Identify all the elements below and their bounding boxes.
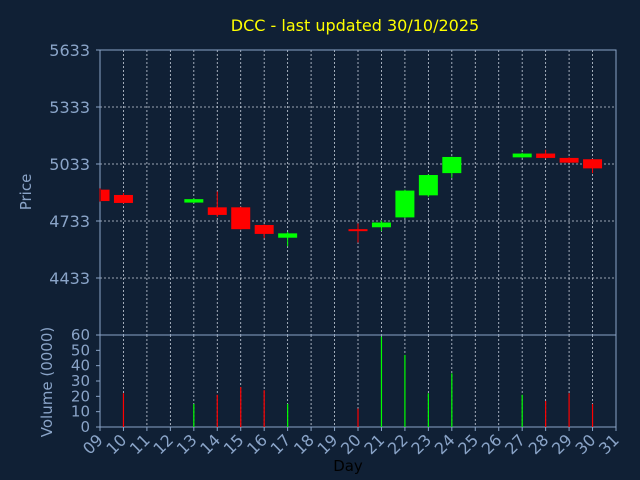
price-tick-label: 5333 xyxy=(49,98,90,117)
price-tick-label: 5633 xyxy=(49,41,90,60)
volume-axis-label: Volume (0000) xyxy=(38,327,56,437)
price-tick-label: 4433 xyxy=(49,269,90,288)
candlestick-series xyxy=(99,149,603,247)
chart-title: DCC - last updated 30/10/2025 xyxy=(231,16,479,35)
candle-body xyxy=(207,207,227,215)
volume-bars xyxy=(122,336,594,427)
price-grid xyxy=(100,50,616,335)
price-tick-label: 5033 xyxy=(49,155,90,174)
volume-tick-label: 40 xyxy=(71,357,90,375)
candle-body xyxy=(371,222,391,228)
candle-body xyxy=(278,233,298,238)
candle-body xyxy=(101,189,110,202)
candle-body xyxy=(184,199,204,203)
volume-tick-label: 60 xyxy=(71,326,90,344)
price-tick-label: 4733 xyxy=(49,212,90,231)
volume-tick-label: 0 xyxy=(80,418,90,436)
price-plot-frame xyxy=(99,49,617,336)
candle-body xyxy=(583,159,603,169)
candle-body xyxy=(231,207,251,230)
candle-body xyxy=(536,153,556,158)
volume-tick-label: 10 xyxy=(71,403,90,421)
candle-body xyxy=(348,229,368,232)
candle-body xyxy=(395,190,415,218)
day-x-axis: 0910111213141516171819202122232425262728… xyxy=(79,427,623,458)
volume-tick-label: 30 xyxy=(71,372,90,390)
candle-body xyxy=(418,175,438,196)
volume-tick-label: 20 xyxy=(71,387,90,405)
price-axis-label: Price xyxy=(17,174,35,211)
volume-tick-label: 50 xyxy=(71,341,90,359)
candle-body xyxy=(254,224,274,234)
candle-body xyxy=(113,194,133,203)
candle-body xyxy=(559,157,579,163)
day-tick-label: 31 xyxy=(595,430,623,458)
price-y-axis: 5633 5333 5033 4733 4433 xyxy=(49,41,100,288)
candle-body xyxy=(442,156,462,174)
candle-body xyxy=(512,153,532,158)
x-axis-label: Day xyxy=(333,457,363,475)
